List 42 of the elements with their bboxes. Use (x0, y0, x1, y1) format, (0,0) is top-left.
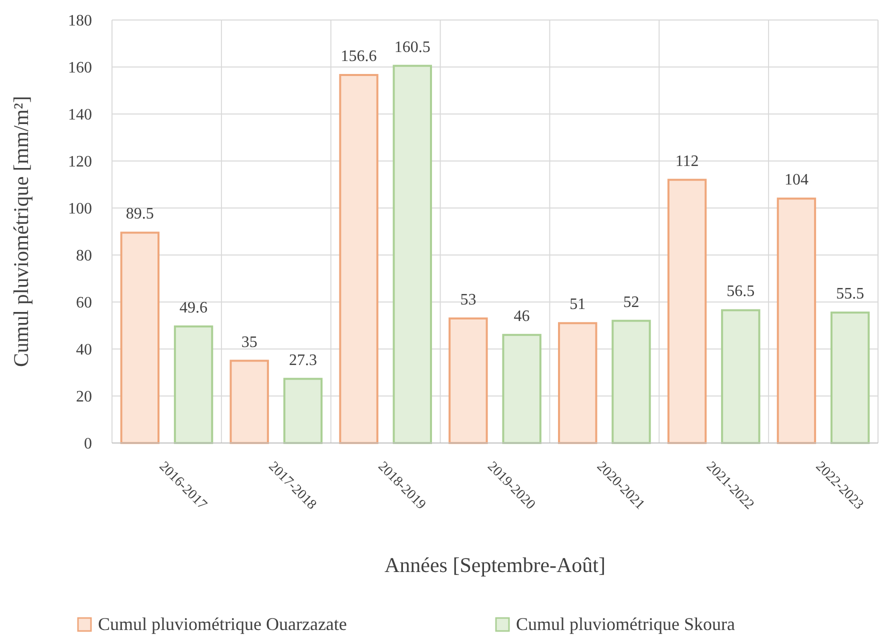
data-label: 49.6 (180, 299, 208, 316)
y-tick-label: 120 (68, 154, 92, 171)
y-tick-label: 60 (76, 294, 92, 312)
bar (558, 322, 598, 444)
bar (721, 309, 760, 444)
bar (830, 312, 870, 444)
y-tick-label: 140 (68, 106, 92, 124)
y-tick-label: 100 (68, 200, 92, 218)
bar (174, 325, 214, 444)
y-tick-label: 80 (76, 248, 92, 265)
bar (392, 64, 432, 444)
y-axis-title: Cumul pluviométrique [mm/m²] (9, 96, 33, 368)
data-label: 27.3 (288, 352, 317, 369)
bar (120, 232, 160, 444)
y-tick-label: 0 (84, 436, 92, 453)
data-label: 104 (784, 172, 808, 189)
bar (230, 360, 269, 444)
bar (612, 320, 651, 444)
data-label: 51 (570, 296, 586, 314)
data-label: 89.5 (126, 206, 154, 223)
bar (339, 74, 378, 444)
y-tick-label: 40 (76, 342, 92, 359)
data-label: 156.6 (340, 48, 377, 65)
data-label: 46 (514, 308, 530, 325)
data-label: 53 (460, 291, 476, 308)
bar (448, 317, 488, 444)
data-label: 52 (623, 294, 640, 311)
bar (502, 334, 542, 444)
y-tick-label: 180 (68, 12, 92, 30)
bar (776, 198, 816, 444)
data-label: 55.5 (836, 286, 864, 303)
bar (283, 378, 323, 444)
y-tick-label: 160 (68, 60, 92, 77)
data-label: 160.5 (394, 38, 430, 56)
legend-label: Cumul pluviométrique Ouarzazate (98, 614, 347, 634)
bar (667, 178, 707, 444)
y-tick-label: 20 (76, 388, 92, 406)
data-label: 112 (675, 152, 699, 170)
data-label: 56.5 (726, 283, 755, 300)
legend-label: Cumul pluviométrique Skoura (516, 614, 735, 634)
data-label: 35 (241, 334, 258, 351)
x-axis-title: Années [Septembre-Août] (384, 553, 606, 577)
